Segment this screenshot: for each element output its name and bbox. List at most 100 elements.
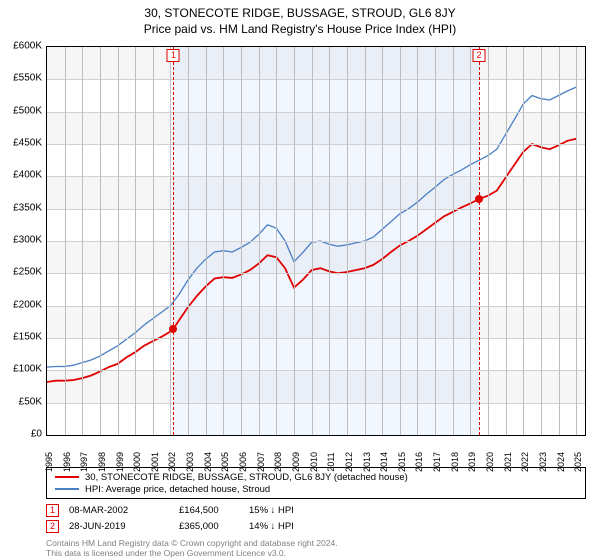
sale-row-1: 1 08-MAR-2002 £164,500 15% ↓ HPI	[46, 502, 586, 518]
gridline-v	[365, 47, 366, 435]
xtick-label: 2000	[132, 452, 142, 472]
ytick-label: £200K	[0, 299, 42, 310]
ytick-label: £100K	[0, 364, 42, 375]
attribution-line2: This data is licensed under the Open Gov…	[46, 548, 586, 558]
xtick-label: 2005	[220, 452, 230, 472]
xtick-label: 2013	[362, 452, 372, 472]
ytick-label: £500K	[0, 105, 42, 116]
gridline-h	[47, 209, 585, 210]
sale-price-1: £164,500	[179, 505, 239, 516]
gridline-v	[188, 47, 189, 435]
xtick-label: 2010	[309, 452, 319, 472]
xtick-label: 2009	[291, 452, 301, 472]
legend-label-property: 30, STONECOTE RIDGE, BUSSAGE, STROUD, GL…	[85, 472, 408, 483]
gridline-v	[65, 47, 66, 435]
xtick-label: 1998	[97, 452, 107, 472]
chart-container: 30, STONECOTE RIDGE, BUSSAGE, STROUD, GL…	[0, 0, 600, 560]
gridline-v	[118, 47, 119, 435]
legend-swatch-hpi	[55, 488, 79, 490]
sale-date-1: 08-MAR-2002	[69, 505, 169, 516]
sales-table: 1 08-MAR-2002 £164,500 15% ↓ HPI 2 28-JU…	[46, 502, 586, 534]
gridline-v	[170, 47, 171, 435]
sale-marker-on-chart: 2	[472, 49, 485, 62]
xtick-label: 2012	[344, 452, 354, 472]
xtick-label: 1999	[115, 452, 125, 472]
xtick-label: 2019	[467, 452, 477, 472]
legend-item-property: 30, STONECOTE RIDGE, BUSSAGE, STROUD, GL…	[55, 471, 577, 483]
gridline-v	[241, 47, 242, 435]
gridline-v	[576, 47, 577, 435]
sale-pct-2: 14% ↓ HPI	[249, 521, 329, 532]
xtick-label: 2015	[397, 452, 407, 472]
gridline-v	[347, 47, 348, 435]
xtick-label: 2006	[238, 452, 248, 472]
attribution: Contains HM Land Registry data © Crown c…	[46, 538, 586, 558]
xtick-label: 2016	[414, 452, 424, 472]
gridline-v	[417, 47, 418, 435]
gridline-v	[100, 47, 101, 435]
xtick-label: 2018	[450, 452, 460, 472]
gridline-h	[47, 370, 585, 371]
xtick-label: 2007	[256, 452, 266, 472]
ytick-label: £600K	[0, 41, 42, 52]
gridline-v	[312, 47, 313, 435]
legend-label-hpi: HPI: Average price, detached house, Stro…	[85, 484, 270, 495]
ytick-label: £350K	[0, 202, 42, 213]
gridline-h	[47, 176, 585, 177]
xtick-label: 2021	[503, 452, 513, 472]
gridline-v	[329, 47, 330, 435]
sale-vline	[479, 47, 480, 435]
gridline-v	[135, 47, 136, 435]
ytick-label: £450K	[0, 138, 42, 149]
xtick-label: 2020	[485, 452, 495, 472]
gridline-h	[47, 144, 585, 145]
gridline-v	[506, 47, 507, 435]
gridline-v	[294, 47, 295, 435]
ytick-label: £150K	[0, 332, 42, 343]
gridline-v	[435, 47, 436, 435]
gridline-v	[153, 47, 154, 435]
ytick-label: £550K	[0, 73, 42, 84]
ytick-label: £250K	[0, 267, 42, 278]
sale-vline	[173, 47, 174, 435]
gridline-v	[523, 47, 524, 435]
sale-date-2: 28-JUN-2019	[69, 521, 169, 532]
xtick-label: 2025	[573, 452, 583, 472]
xtick-label: 2004	[203, 452, 213, 472]
sale-marker-2: 2	[46, 520, 59, 533]
gridline-h	[47, 306, 585, 307]
ytick-label: £300K	[0, 235, 42, 246]
gridline-v	[488, 47, 489, 435]
gridline-v	[470, 47, 471, 435]
xtick-label: 2017	[432, 452, 442, 472]
gridline-v	[82, 47, 83, 435]
xtick-label: 1996	[62, 452, 72, 472]
ytick-label: £400K	[0, 170, 42, 181]
sale-dot	[475, 195, 483, 203]
sale-marker-1: 1	[46, 504, 59, 517]
xtick-label: 2024	[556, 452, 566, 472]
xtick-label: 2008	[273, 452, 283, 472]
gridline-h	[47, 241, 585, 242]
gridline-h	[47, 338, 585, 339]
xtick-label: 2003	[185, 452, 195, 472]
gridline-v	[559, 47, 560, 435]
xtick-label: 1997	[79, 452, 89, 472]
attribution-line1: Contains HM Land Registry data © Crown c…	[46, 538, 586, 548]
xtick-label: 1995	[44, 452, 54, 472]
sale-marker-on-chart: 1	[167, 49, 180, 62]
ytick-label: £0	[0, 429, 42, 440]
sale-pct-1: 15% ↓ HPI	[249, 505, 329, 516]
xtick-label: 2014	[379, 452, 389, 472]
xtick-label: 2011	[326, 452, 336, 471]
plot-area: 12	[46, 46, 586, 436]
xtick-label: 2002	[167, 452, 177, 472]
gridline-v	[259, 47, 260, 435]
gridline-h	[47, 112, 585, 113]
gridline-v	[453, 47, 454, 435]
ytick-label: £50K	[0, 396, 42, 407]
xtick-label: 2023	[538, 452, 548, 472]
gridline-v	[223, 47, 224, 435]
gridline-h	[47, 79, 585, 80]
gridline-v	[382, 47, 383, 435]
